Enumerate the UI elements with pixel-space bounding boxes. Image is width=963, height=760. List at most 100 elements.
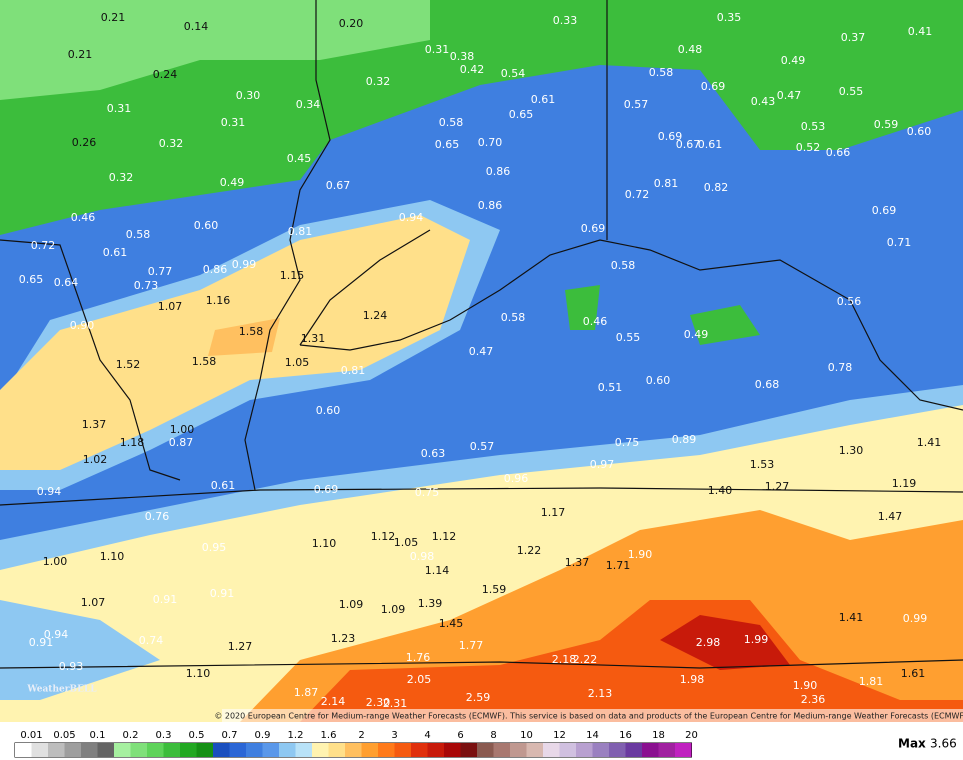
legend: 0.01 0.05 0.1 0.2 0.3 0.5 0.7 0.9 1.2 1.6 2 3 4 6 8 10 1… xyxy=(14,730,698,758)
value-label: 1.77 xyxy=(459,639,484,652)
value-label: 1.00 xyxy=(170,423,195,436)
value-label: 1.10 xyxy=(312,537,337,550)
value-label: 0.75 xyxy=(415,486,440,499)
legend-swatch xyxy=(213,743,230,757)
legend-swatch xyxy=(427,743,444,757)
value-label: 0.82 xyxy=(704,181,729,194)
legend-tick-label: 6 xyxy=(457,730,463,741)
value-label: 0.30 xyxy=(236,89,261,102)
value-label: 1.41 xyxy=(917,436,942,449)
legend-swatch xyxy=(147,743,164,757)
value-label: 2.05 xyxy=(407,673,432,686)
value-label: 1.39 xyxy=(418,597,443,610)
value-label: 0.81 xyxy=(341,364,366,377)
legend-swatch xyxy=(460,743,477,757)
legend-swatch xyxy=(81,743,98,757)
value-label: 1.99 xyxy=(744,633,769,646)
value-label: 2.22 xyxy=(573,653,598,666)
value-label: 2.18 xyxy=(552,653,577,666)
legend-tick-label: 18 xyxy=(652,730,665,741)
value-label: 0.56 xyxy=(837,295,862,308)
value-label: 1.16 xyxy=(206,294,231,307)
value-label: 0.67 xyxy=(326,179,351,192)
value-label: 0.86 xyxy=(486,165,511,178)
legend-swatch xyxy=(444,743,461,757)
value-label: 0.61 xyxy=(103,246,128,259)
legend-tick-label: 0.9 xyxy=(255,730,271,741)
value-label: 0.64 xyxy=(54,276,79,289)
value-label: 0.46 xyxy=(71,211,96,224)
map-labels: 0.210.14 0.20 0.33 0.350.37 0.410.21 0.310.38… xyxy=(19,11,942,710)
legend-swatch xyxy=(510,743,527,757)
value-label: 0.60 xyxy=(907,125,932,138)
legend-swatch xyxy=(543,743,560,757)
legend-tick-label: 12 xyxy=(553,730,566,741)
legend-swatch xyxy=(493,743,510,757)
value-label: 0.49 xyxy=(781,54,806,67)
value-label: 0.37 xyxy=(841,31,866,44)
legend-tick-label: 4 xyxy=(424,730,430,741)
value-label: 0.58 xyxy=(126,228,151,241)
value-label: 0.58 xyxy=(439,116,464,129)
legend-swatch xyxy=(312,743,329,757)
legend-tick-label: 0.3 xyxy=(156,730,172,741)
value-label: 0.68 xyxy=(755,378,780,391)
value-label: 1.45 xyxy=(439,617,464,630)
value-label: 0.34 xyxy=(296,98,321,111)
value-label: 1.18 xyxy=(120,436,145,449)
value-label: 0.71 xyxy=(887,236,912,249)
legend-swatch xyxy=(675,743,692,757)
value-label: 2.98 xyxy=(696,636,721,649)
value-label: 0.96 xyxy=(504,472,529,485)
value-label: 1.07 xyxy=(158,300,183,313)
value-label: 0.94 xyxy=(37,485,62,498)
value-label: 1.24 xyxy=(363,309,388,322)
value-label: 0.89 xyxy=(672,433,697,446)
value-label: 2.31 xyxy=(383,697,408,710)
value-label: 0.47 xyxy=(469,345,494,358)
legend-swatch xyxy=(15,743,32,757)
value-label: 0.49 xyxy=(220,176,245,189)
value-label: 0.53 xyxy=(801,120,826,133)
value-label: 0.97 xyxy=(590,458,615,471)
legend-swatch xyxy=(31,743,48,757)
legend-tick-label: 10 xyxy=(520,730,533,741)
value-label: 1.17 xyxy=(541,506,566,519)
value-label: 1.87 xyxy=(294,686,319,699)
value-label: 1.22 xyxy=(517,544,542,557)
value-label: 0.69 xyxy=(581,222,606,235)
value-label: 0.77 xyxy=(148,265,173,278)
value-label: 0.66 xyxy=(826,146,851,159)
value-label: 1.30 xyxy=(839,444,864,457)
value-label: 0.52 xyxy=(796,141,821,154)
legend-swatch xyxy=(180,743,197,757)
value-label: 0.72 xyxy=(625,188,650,201)
legend-swatch xyxy=(130,743,147,757)
legend-tick-label: 0.7 xyxy=(222,730,238,741)
legend-swatch xyxy=(625,743,642,757)
value-label: 0.24 xyxy=(153,68,178,81)
value-label: 0.55 xyxy=(839,85,864,98)
value-label: 0.58 xyxy=(501,311,526,324)
value-label: 1.90 xyxy=(628,548,653,561)
value-label: 1.05 xyxy=(394,536,419,549)
legend-tick-label: 3 xyxy=(391,730,397,741)
legend-swatch xyxy=(394,743,411,757)
value-label: 0.60 xyxy=(316,404,341,417)
value-label: 0.47 xyxy=(777,89,802,102)
value-label: 0.38 xyxy=(450,50,475,63)
value-label: 1.05 xyxy=(285,356,310,369)
legend-tick-label: 14 xyxy=(586,730,599,741)
legend-tick-label: 0.2 xyxy=(123,730,139,741)
value-label: 1.81 xyxy=(859,675,884,688)
value-label: 1.15 xyxy=(280,269,305,282)
legend-swatch xyxy=(361,743,378,757)
value-label: 0.46 xyxy=(583,315,608,328)
value-label: 0.61 xyxy=(531,93,556,106)
value-label: 0.61 xyxy=(211,479,236,492)
value-label: 1.12 xyxy=(432,530,457,543)
value-label: 1.58 xyxy=(192,355,217,368)
legend-swatch xyxy=(411,743,428,757)
value-label: 0.86 xyxy=(478,199,503,212)
legend-swatch xyxy=(526,743,543,757)
